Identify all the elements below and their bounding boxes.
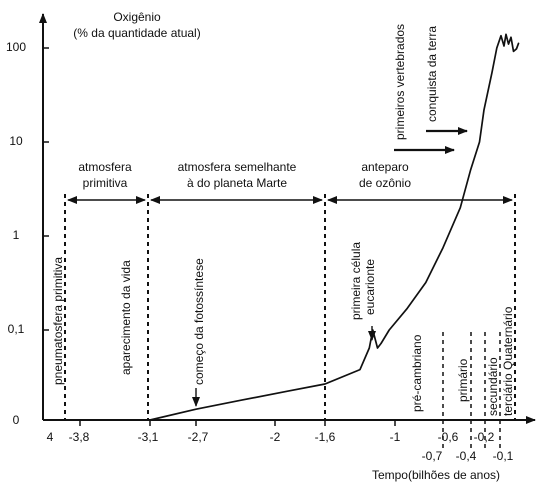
annotation-eucarionte-line2: eucarionte [363, 259, 377, 315]
annotation-aparecimento-vida: aparecimento da vida [119, 260, 133, 375]
annotation-conquista-terra: conquista da terra [425, 26, 439, 122]
era-label: atmosfera [78, 160, 132, 174]
era-label: atmosfera semelhante [178, 160, 297, 174]
period-boundaries [442, 332, 501, 448]
era-label: à do planeta Marte [187, 176, 287, 190]
annotation-pneumatosfera: pneumatosfera primitiva [51, 257, 65, 385]
era-label: de ozônio [359, 176, 411, 190]
y-tick-label: 0,1 [8, 322, 25, 336]
y-tick-label: 10 [9, 134, 23, 148]
annotation-vertebrados: primeiros vertebrados [393, 24, 407, 140]
y-axis-title-line1: Oxigênio [113, 10, 161, 24]
y-axis-title-line2: (% da quantidade atual) [73, 26, 200, 40]
annotation-secundario: secundário [486, 357, 500, 416]
x-ticks-bottom: -0,7 -0,4 -0,1 [422, 449, 514, 463]
annotation-fotossintese: começo da fotossíntese [192, 258, 206, 385]
annotation-pre-cambriano: pré-cambriano [410, 334, 424, 412]
x-tick-label: -3,8 [69, 430, 90, 444]
x-tick-label: -0,2 [474, 430, 495, 444]
y-tick-label: 1 [13, 228, 20, 242]
x-tick-label: 4 [47, 430, 54, 444]
x-ticks-top: 4 -3,8 -3,1 -2,7 -2 -1,6 -1 -0,6 -0,2 [47, 420, 495, 444]
era-label: primitiva [83, 176, 128, 190]
y-tick-label: 0 [13, 413, 20, 427]
annotation-eucarionte-line1: primeira célula [349, 242, 363, 320]
x-axis-title: Tempo(bilhões de anos) [372, 468, 500, 482]
annotations: pneumatosfera primitiva aparecimento da … [51, 24, 515, 416]
x-tick-label: -2 [270, 430, 281, 444]
x-tick-label: -3,1 [138, 430, 159, 444]
y-ticks: 0 0,1 1 10 100 [6, 40, 49, 427]
x-tick-label: -0,4 [456, 449, 477, 463]
oxygen-curve-line [149, 33, 520, 421]
x-tick-label: -0,6 [438, 430, 459, 444]
era-boundaries [64, 194, 516, 420]
x-tick-label: -0,7 [422, 449, 443, 463]
era-label: anteparo [361, 160, 409, 174]
x-tick-label: -1,6 [315, 430, 336, 444]
era-labels: atmosfera primitiva atmosfera semelhante… [78, 160, 411, 190]
x-tick-label: -1 [390, 430, 401, 444]
x-tick-label: -2,7 [188, 430, 209, 444]
annotation-primario: primário [456, 358, 470, 402]
x-tick-label: -0,1 [493, 449, 514, 463]
y-tick-label: 100 [6, 40, 26, 54]
annotation-terciario: terciário Quaternário [501, 306, 515, 416]
